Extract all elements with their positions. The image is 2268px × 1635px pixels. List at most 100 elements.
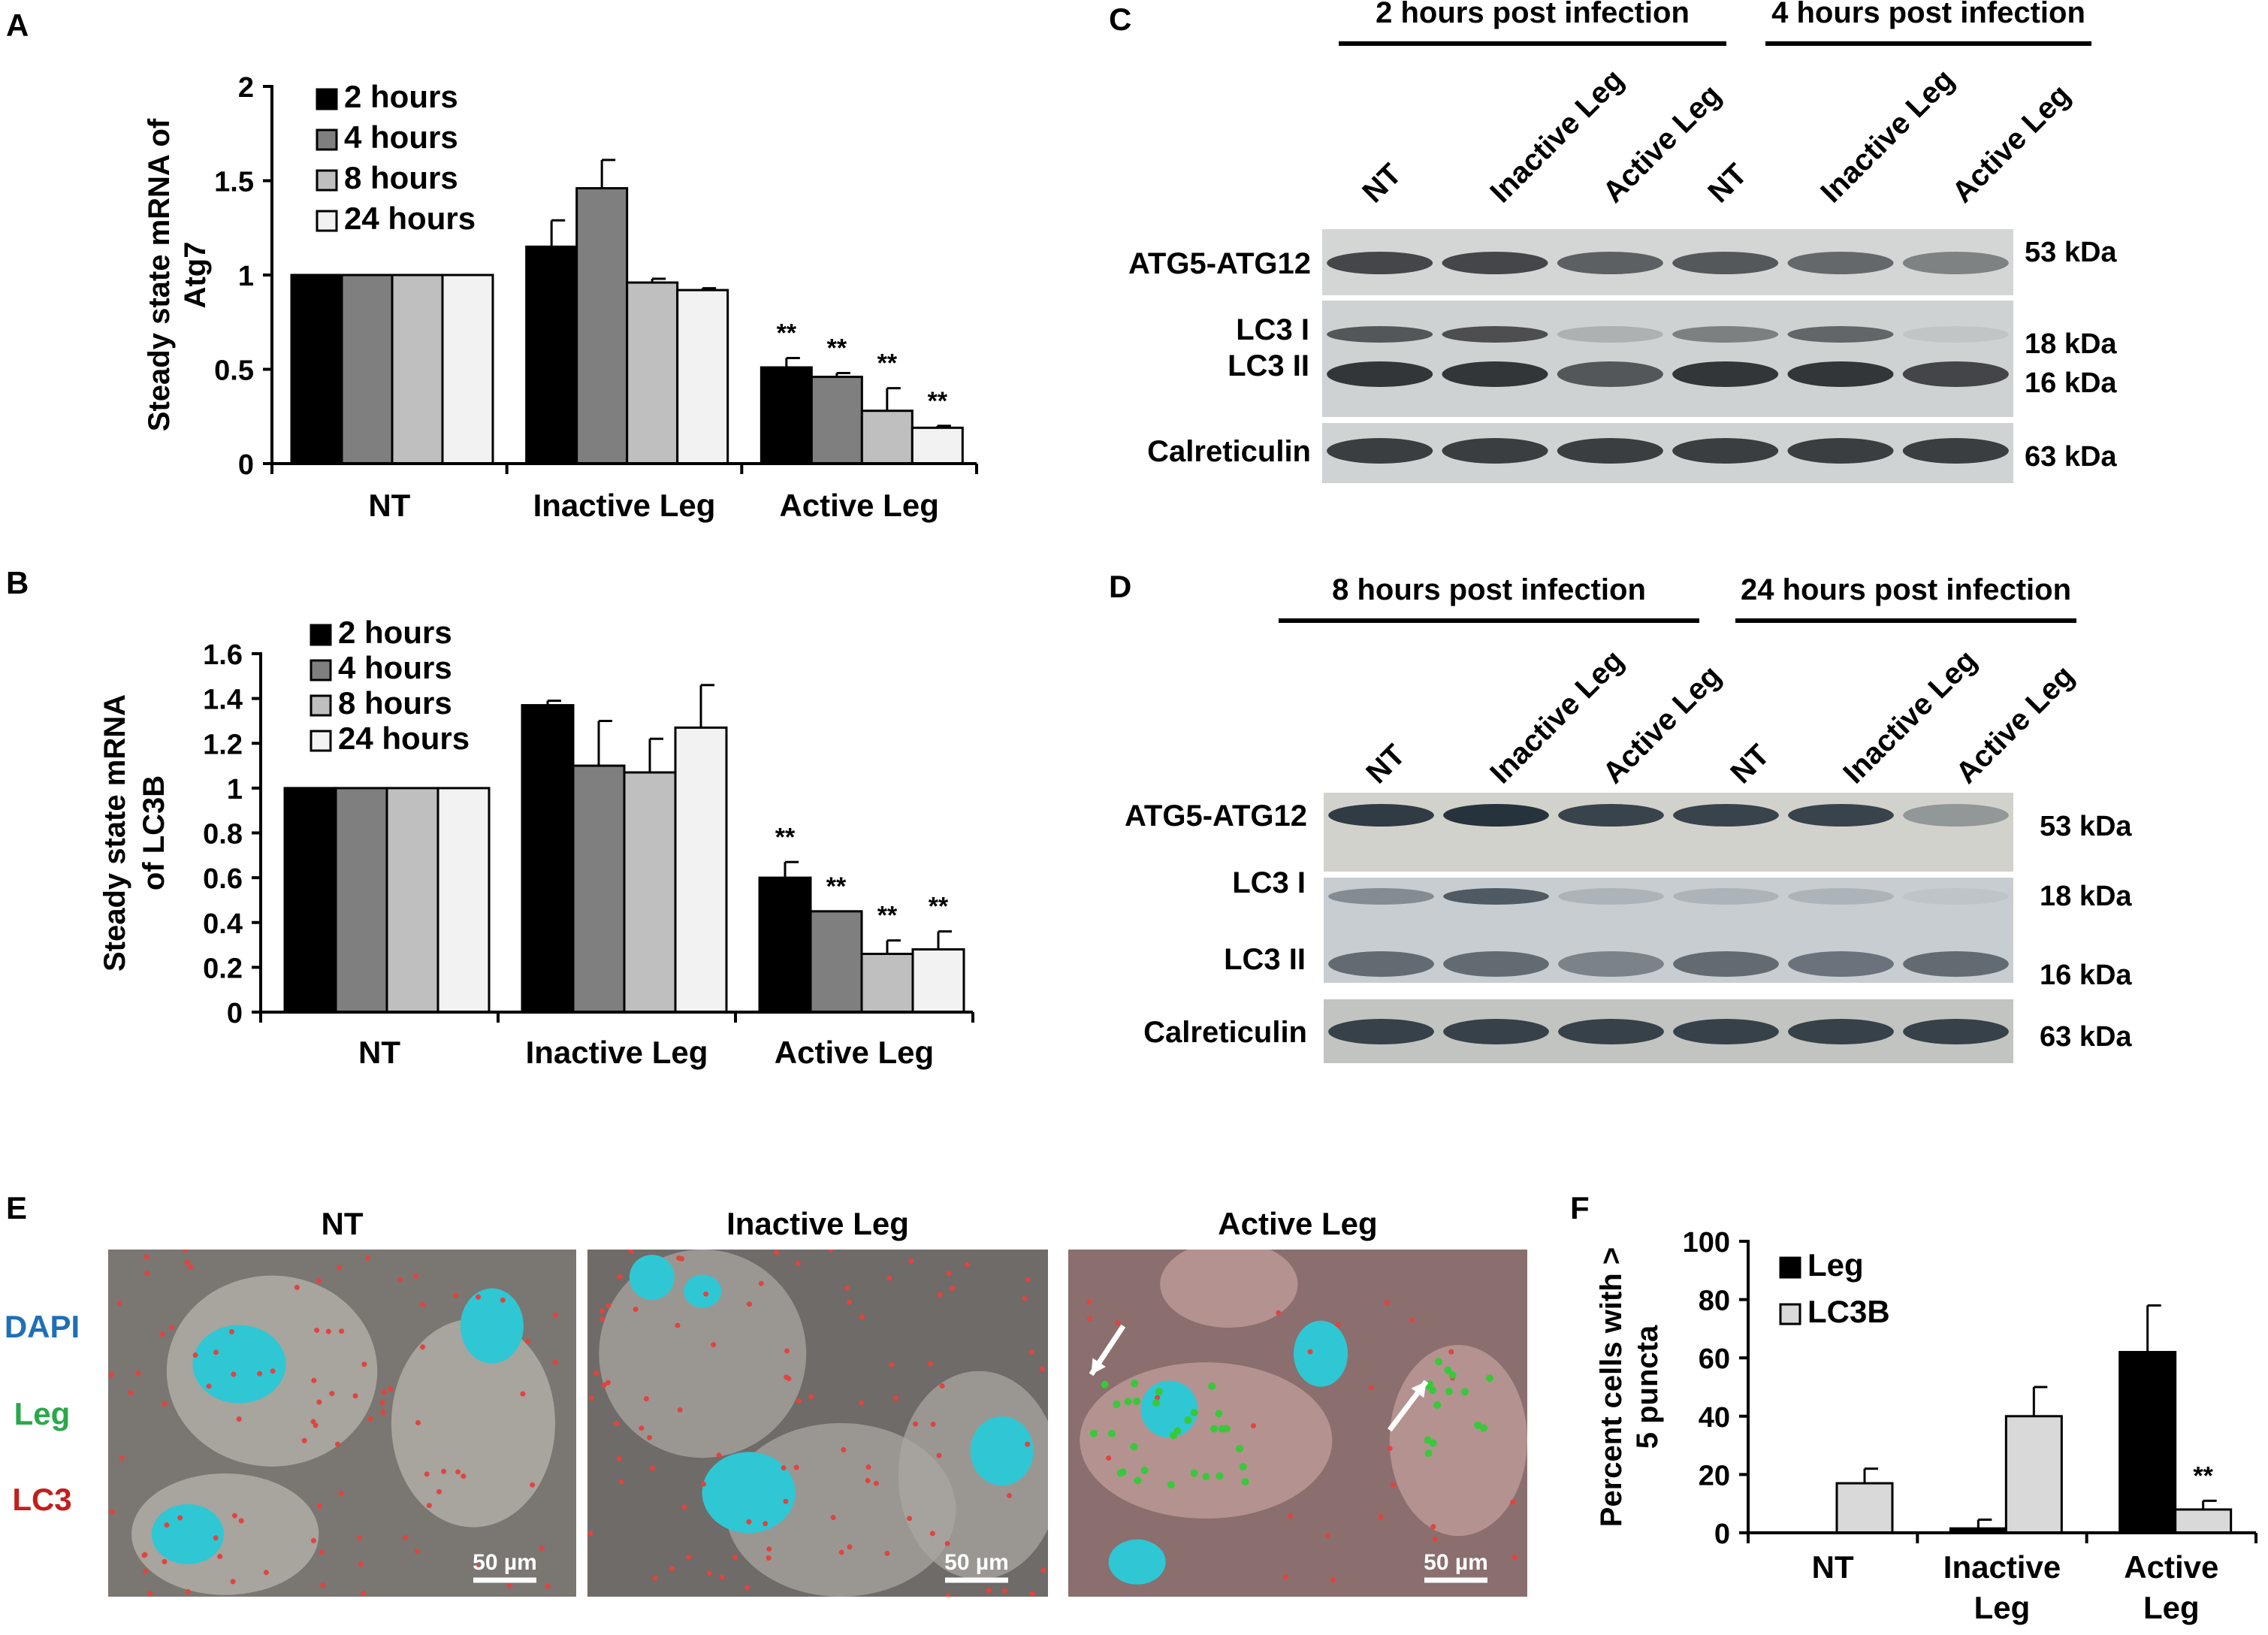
kda-label: 53 kDa — [2040, 811, 2132, 842]
stain-label-leg: Leg — [14, 1396, 71, 1431]
band-lc3-i — [1788, 888, 1894, 905]
lc3-punctum — [1022, 1295, 1028, 1301]
lc3-punctum — [1430, 1524, 1436, 1530]
micrograph-3 — [1068, 1250, 1527, 1597]
legionella-punctum — [1444, 1366, 1452, 1374]
lc3-punctum — [964, 1262, 970, 1268]
lc3-punctum — [164, 1522, 170, 1528]
bar-24-hours — [674, 726, 728, 1014]
stain-label-lc3: LC3 — [12, 1482, 71, 1517]
lc3-punctum — [169, 1324, 175, 1330]
western-blot-c: 2 hours post infection 4 hours post infec… — [1128, 0, 2117, 483]
lc3-punctum — [147, 1591, 153, 1597]
lc3-punctum — [380, 1410, 386, 1416]
lc3-punctum — [424, 1471, 430, 1477]
legionella-punctum — [1434, 1358, 1442, 1366]
lc3-punctum — [588, 1395, 594, 1401]
legionella-punctum — [1140, 1466, 1149, 1474]
y-axis-label: Steady state mRNA of — [143, 118, 176, 431]
scale-bar-label: 50 µm — [1424, 1550, 1488, 1575]
y-tick-label: 0.6 — [203, 863, 243, 895]
y-tick-label: 2 — [238, 72, 254, 104]
lc3-punctum — [1432, 1537, 1438, 1543]
band-lc3-ii — [1443, 951, 1549, 977]
lc3-punctum — [796, 1398, 802, 1404]
lc3-punctum — [781, 1464, 787, 1470]
lc3-punctum — [1324, 1532, 1330, 1538]
membrane-calreticulin — [1324, 999, 2013, 1063]
bar-24-hours — [911, 948, 965, 1014]
lc3-punctum — [649, 1465, 655, 1471]
lc3-punctum — [647, 1434, 653, 1440]
bar-4-hours — [809, 910, 863, 1014]
lc3-punctum — [357, 1535, 363, 1541]
legionella-punctum — [1480, 1424, 1488, 1432]
bar-lc3b — [2004, 1415, 2063, 1534]
bar-8-hours — [623, 771, 677, 1014]
y-tick-label: 100 — [1683, 1227, 1730, 1259]
lc3-punctum — [1282, 1574, 1288, 1580]
legionella-punctum — [1424, 1449, 1433, 1458]
x-category-label: Active Leg — [775, 1035, 934, 1070]
lc3-punctum — [606, 1303, 612, 1309]
lc3-punctum — [545, 1583, 551, 1589]
lc3-punctum — [930, 1422, 936, 1428]
legionella-punctum — [1190, 1469, 1198, 1477]
lc3-punctum — [108, 1371, 114, 1377]
chart-lc3b-mrna: 0 0.2 0.4 0.6 0.8 1 1.2 1.4 1.6 ** ** ** ** NT Inactiv… — [98, 615, 974, 1070]
membrane-atg5 — [1324, 793, 2013, 872]
bar-24-hours — [436, 787, 491, 1014]
lc3-punctum — [1307, 1349, 1313, 1355]
arrow-head — [1411, 1381, 1427, 1398]
nucleus-dapi — [1294, 1320, 1348, 1387]
microscopy-panel-e: 50 µm NT 50 µm Inactive Leg 50 µm Active Leg D… — [5, 1206, 1527, 1597]
lc3-punctum — [847, 1544, 853, 1550]
band-lc3-ii — [1328, 951, 1434, 977]
band-lc3-ii — [1442, 361, 1548, 387]
y-tick-label: 1.5 — [214, 167, 254, 198]
lc3-punctum — [229, 1328, 235, 1334]
lc3-punctum — [552, 1359, 558, 1365]
band-calreticulin — [1673, 1019, 1779, 1044]
lc3-punctum — [841, 1447, 847, 1453]
lc3-punctum — [884, 1550, 890, 1556]
blot-lane-label: NT — [1702, 158, 1753, 210]
legionella-punctum — [1433, 1401, 1442, 1409]
significance-mark: ** — [2193, 1461, 2213, 1490]
significance-mark: ** — [826, 872, 847, 901]
legionella-punctum — [1101, 1380, 1109, 1389]
micrograph-title: NT — [322, 1206, 364, 1241]
lc3-punctum — [476, 1294, 482, 1300]
band-calreticulin — [1902, 438, 2009, 464]
lc3-punctum — [206, 1383, 212, 1389]
lc3-punctum — [1330, 1577, 1336, 1583]
lc3-punctum — [944, 1540, 950, 1546]
band-lc3-ii — [1673, 951, 1779, 977]
lc3-punctum — [461, 1473, 467, 1479]
band-lc3-i — [1673, 888, 1779, 905]
x-category-label: NT — [358, 1035, 400, 1070]
nucleus-dapi — [684, 1274, 722, 1308]
lc3-punctum — [159, 1331, 165, 1337]
lc3-punctum — [231, 1513, 237, 1519]
lc3-punctum — [1368, 1385, 1374, 1391]
lc3-punctum — [1087, 1316, 1093, 1322]
panel-letter-c: C — [1109, 2, 1131, 37]
blot-lane-label: Active Leg — [1946, 78, 2076, 209]
lc3-punctum — [128, 1389, 134, 1395]
band-calreticulin — [1787, 438, 1894, 464]
lc3-punctum — [135, 1370, 141, 1376]
lc3-punctum — [986, 1588, 992, 1594]
blot-row-label: LC3 II — [1228, 349, 1309, 382]
lc3-punctum — [192, 1352, 198, 1358]
western-blot-d: 8 hours post infection 24 hours post infe… — [1125, 573, 2132, 1063]
blot-lane-label: NT — [1724, 739, 1776, 790]
lc3-punctum — [1029, 1591, 1035, 1597]
y-tick-label: 1 — [238, 261, 254, 292]
lc3-punctum — [675, 1322, 681, 1328]
legionella-punctum — [1209, 1425, 1218, 1433]
lc3-punctum — [188, 1264, 194, 1270]
bar-2-hours — [525, 245, 578, 465]
lc3-punctum — [325, 1328, 331, 1334]
lc3-punctum — [652, 1575, 658, 1581]
